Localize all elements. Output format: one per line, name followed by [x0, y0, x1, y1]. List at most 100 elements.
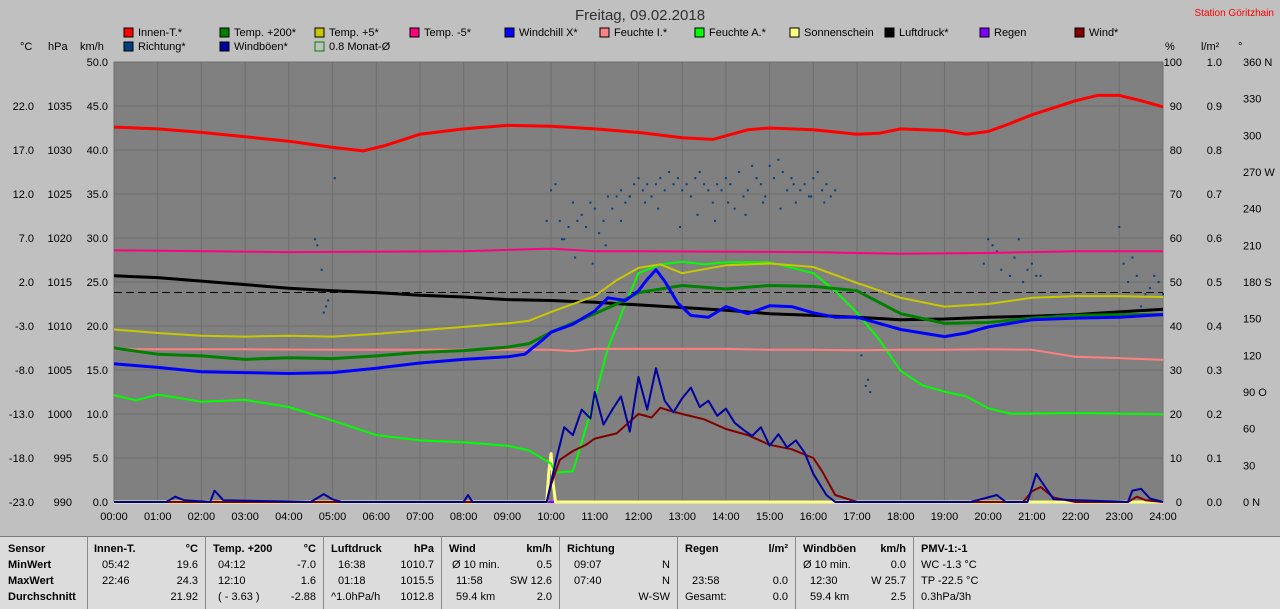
y-tick-temp: 7.0: [19, 233, 34, 245]
direction-point: [694, 177, 697, 180]
wind-min-note: Ø 10 min.: [452, 559, 500, 571]
x-tick-label: 10:00: [537, 511, 565, 523]
direction-point: [803, 183, 806, 186]
innen-avg-value: 21.92: [170, 591, 198, 603]
series-line-temp-5: [113, 247, 1163, 255]
legend-label: 0.8 Monat-Ø: [329, 41, 391, 53]
y-tick-temp: 12.0: [13, 189, 34, 201]
temp200-min-time: 04:12: [218, 559, 246, 571]
y-tick-direction: 90 O: [1243, 387, 1267, 399]
y-tick-pressure: 1030: [48, 145, 72, 157]
y-tick-pressure: 1005: [48, 365, 72, 377]
wind-avg-note: 59.4 km: [456, 591, 496, 603]
richtung-max-value: N: [662, 575, 670, 587]
x-tick-label: 12:00: [625, 511, 653, 523]
direction-point: [611, 207, 614, 210]
legend-swatch: [123, 27, 134, 38]
y-tick-direction: 360 N: [1243, 57, 1272, 69]
y-tick-wind: 45.0: [87, 101, 108, 113]
direction-point: [628, 195, 631, 198]
richtung-min-value: N: [662, 559, 670, 571]
series-line-luftdruck: [113, 274, 1164, 322]
temp200-avg-value: -2.88: [290, 591, 316, 603]
unit-temp: °C: [20, 41, 32, 53]
direction-point: [768, 164, 771, 167]
direction-point: [550, 189, 553, 192]
y-tick-wind: 0.0: [93, 497, 108, 509]
direction-point: [654, 183, 657, 186]
axis-ticks: 00:00 01:00 02:00 03:00 04:00 05:00 06:00 07:00…: [9, 57, 1275, 523]
direction-point: [777, 158, 780, 161]
y-tick-rain: 0.5: [1207, 277, 1222, 289]
direction-point: [781, 171, 784, 173]
unit-rain: l/m²: [1201, 41, 1220, 53]
direction-point: [995, 250, 998, 253]
y-tick-wind: 10.0: [87, 409, 108, 421]
series-line-temp-5: [113, 262, 1164, 338]
direction-point: [1144, 293, 1147, 296]
direction-point: [1026, 268, 1029, 271]
innen-min-time: 05:42: [102, 559, 130, 571]
legend-swatch: [599, 27, 610, 38]
series-line-feuchte-a: [113, 260, 1164, 474]
x-tick-label: 21:00: [1018, 511, 1046, 523]
y-tick-rain: 0.3: [1207, 365, 1222, 377]
y-tick-pressure: 1035: [48, 101, 72, 113]
direction-point: [591, 262, 594, 265]
pmv-wc: WC -1.3 °C: [921, 559, 977, 571]
legend-swatch: [219, 27, 230, 38]
direction-point: [602, 219, 605, 222]
direction-point: [571, 201, 574, 204]
y-tick-wind: 25.0: [87, 277, 108, 289]
y-tick-rain: 0.6: [1207, 233, 1222, 245]
stats-richtung: Richtung 09:07 N 07:40 N W-SW: [559, 537, 678, 609]
legend-swatch: [314, 27, 325, 38]
y-tick-direction: 300: [1243, 130, 1261, 142]
x-tick-label: 15:00: [756, 511, 784, 523]
direction-point: [676, 177, 679, 180]
y-tick-rain: 0.9: [1207, 101, 1222, 113]
boeen-title: Windböen: [803, 543, 857, 555]
y-tick-rain: 0.7: [1207, 189, 1222, 201]
x-tick-label: 00:00: [100, 511, 128, 523]
direction-point: [991, 244, 994, 247]
druck-avg-value: 1012.8: [400, 591, 434, 603]
direction-point: [593, 207, 596, 210]
direction-point: [866, 378, 869, 381]
y-tick-wind: 30.0: [87, 233, 108, 245]
x-tick-label: 06:00: [362, 511, 390, 523]
y-tick-humidity: 90: [1170, 101, 1182, 113]
y-tick-temp: -3.0: [15, 321, 34, 333]
x-tick-label: 22:00: [1062, 511, 1090, 523]
legend-swatch: [979, 27, 990, 38]
y-tick-rain: 0.1: [1207, 453, 1222, 465]
legend-swatch: [123, 41, 134, 52]
direction-point: [1153, 274, 1156, 277]
legend-label: Windböen*: [234, 41, 289, 53]
x-tick-label: 20:00: [974, 511, 1002, 523]
stats-regen: Regen l/m² 23:58 0.0 Gesamt: 0.0: [677, 537, 796, 609]
y-tick-direction: 270 W: [1243, 167, 1275, 179]
y-tick-wind: 20.0: [87, 321, 108, 333]
druck-max-time: 01:18: [338, 575, 366, 587]
direction-point: [1000, 268, 1003, 271]
temp200-max-time: 12:10: [218, 575, 246, 587]
direction-point: [681, 189, 684, 192]
boeen-max-value: W 25.7: [871, 575, 906, 587]
temp200-max-value: 1.6: [300, 575, 316, 587]
y-tick-pressure: 990: [54, 497, 72, 509]
direction-point: [786, 189, 789, 192]
series-line-windchill-x: [113, 268, 1164, 375]
direction-point: [711, 201, 714, 204]
pmv-tp: TP -22.5 °C: [921, 575, 979, 587]
direction-point: [685, 183, 688, 186]
direction-point: [633, 183, 636, 186]
legend-label: Feuchte I.*: [614, 27, 668, 39]
druck-min-time: 16:38: [338, 559, 366, 571]
richtung-title: Richtung: [567, 543, 615, 555]
legend-swatch: [884, 27, 895, 38]
pmv-trend: 0.3hPa/3h: [921, 591, 972, 603]
direction-point: [869, 391, 872, 393]
direction-point: [742, 195, 745, 198]
direction-point: [327, 299, 330, 302]
